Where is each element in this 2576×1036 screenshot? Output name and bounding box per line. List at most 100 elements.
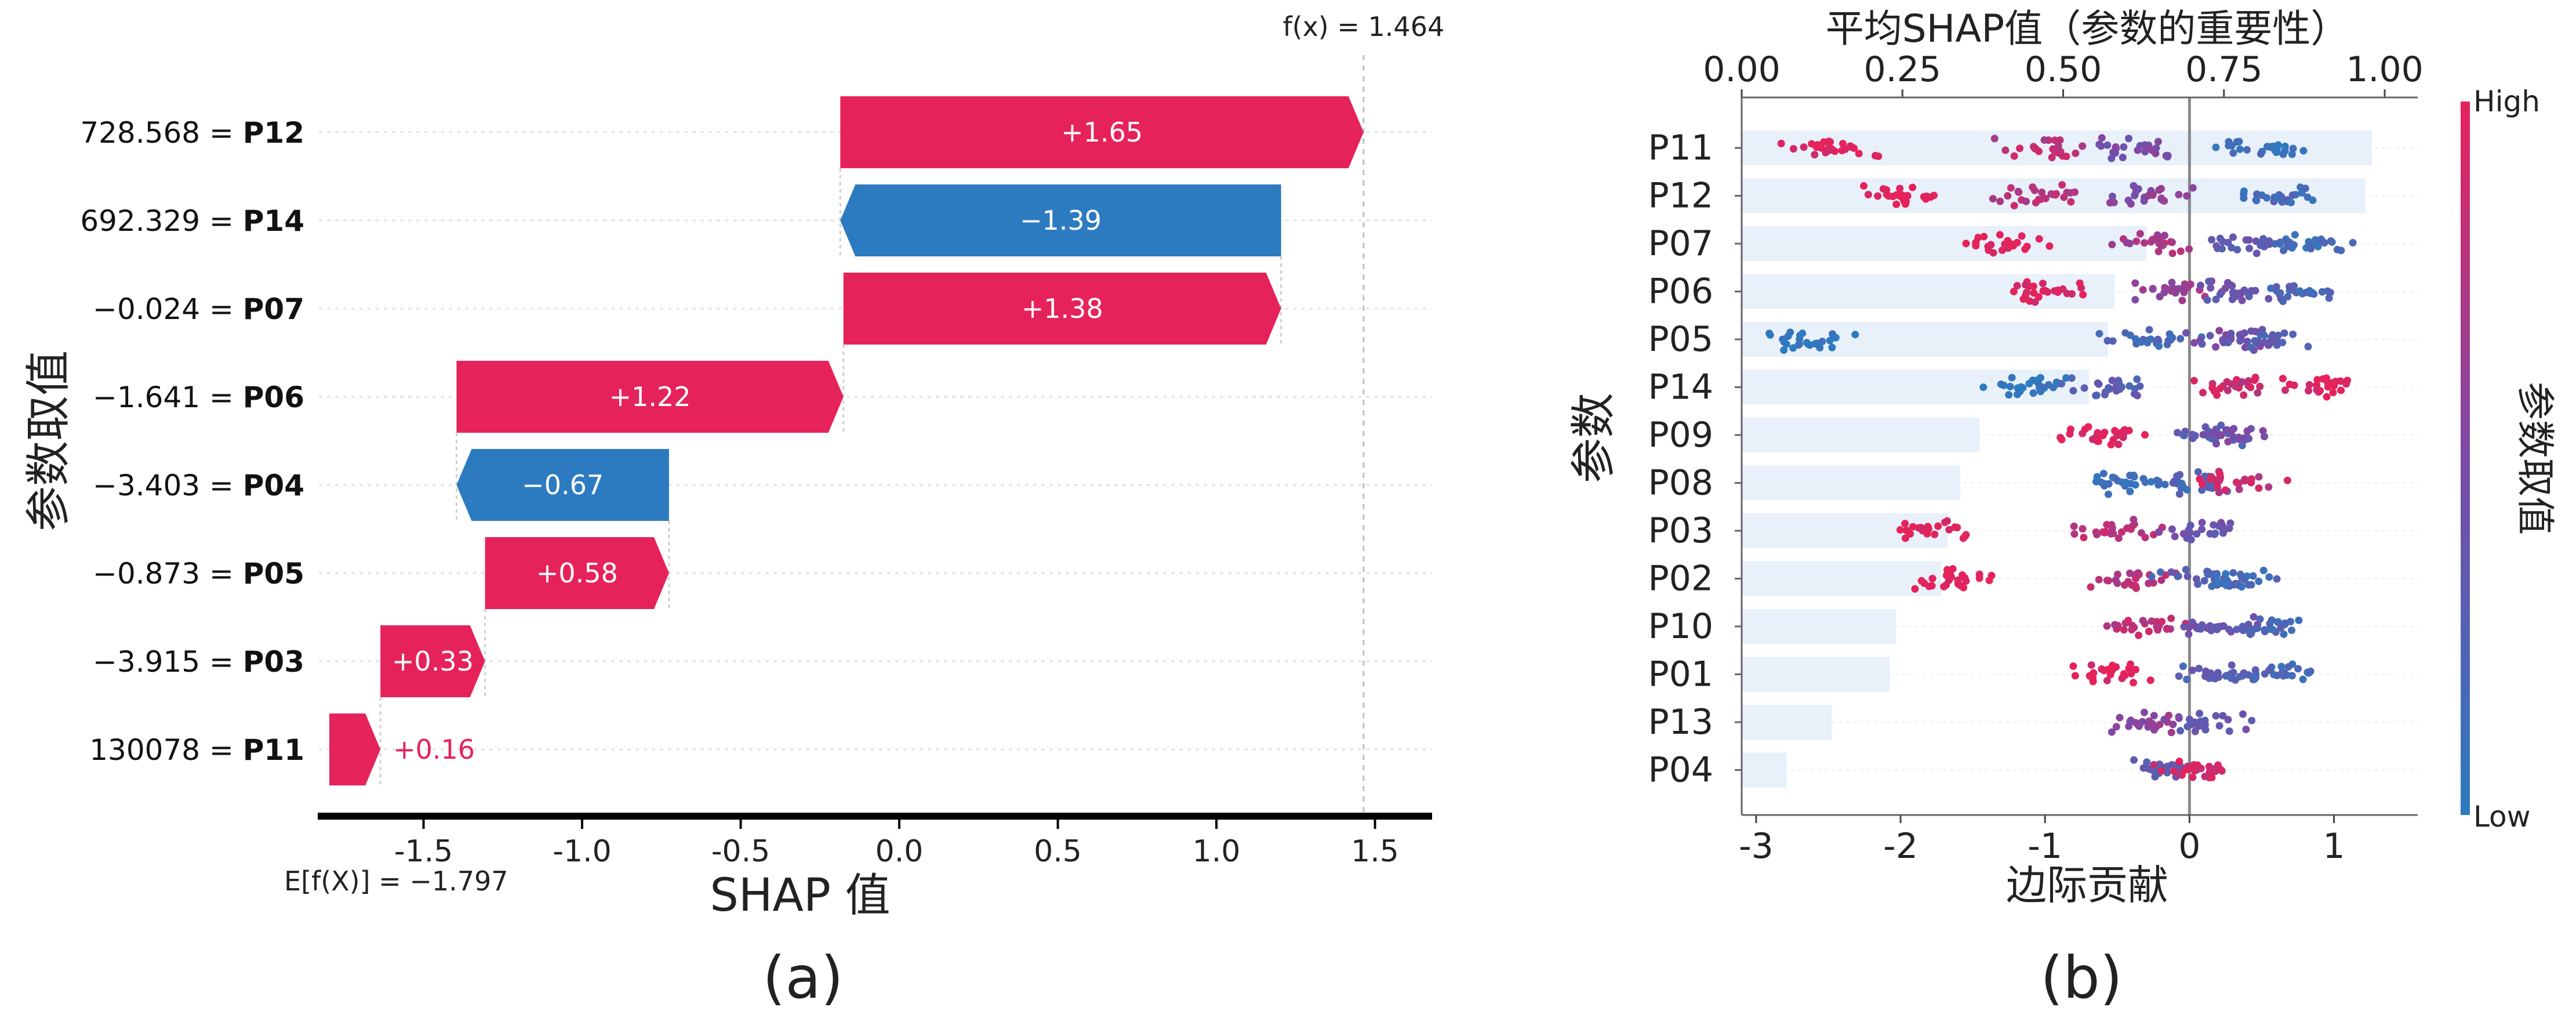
shap-dot: [1780, 346, 1788, 354]
feature-value-text: −0.024 =: [93, 292, 243, 326]
shap-dot: [2201, 423, 2210, 431]
shap-dot: [2279, 375, 2287, 383]
shap-dot: [2023, 242, 2031, 251]
top-tick-label: 0.00: [1703, 49, 1781, 90]
shap-dot: [2252, 249, 2261, 258]
shap-dot: [2103, 521, 2111, 529]
shap-dot: [2261, 433, 2269, 441]
shap-dot: [2229, 149, 2237, 157]
shap-dot: [1928, 582, 1936, 590]
shap-dot: [2212, 571, 2221, 579]
shap-dot: [2058, 181, 2066, 189]
shap-dot: [2236, 145, 2244, 153]
shap-dot: [2114, 440, 2123, 448]
shap-dot: [2156, 292, 2164, 300]
shap-dot: [2189, 666, 2197, 675]
shap-dot: [2213, 481, 2221, 490]
shap-dot: [2135, 631, 2143, 639]
shap-dot: [2154, 137, 2162, 146]
shap-dot: [2163, 625, 2171, 633]
shap-dot: [2299, 147, 2308, 155]
shap-dot: [2167, 238, 2175, 246]
shap-dot: [2146, 676, 2154, 684]
shap-dot: [2150, 712, 2158, 720]
shap-dot: [2070, 530, 2079, 538]
shap-dot: [1975, 574, 1983, 582]
shap-dot: [2235, 486, 2243, 494]
shap-dot: [2205, 277, 2213, 285]
shap-dot: [2108, 241, 2116, 249]
shap-dot: [2206, 332, 2214, 340]
shap-dot: [2128, 621, 2137, 629]
bar-value-label: −1.39: [1020, 205, 1102, 236]
shap-dot: [1892, 200, 1901, 208]
shap-dot: [2014, 187, 2022, 195]
shap-dot: [2198, 486, 2206, 494]
mean-shap-bar-P03: [1742, 513, 1948, 548]
shap-dot: [2103, 676, 2111, 684]
shap-dot: [2131, 191, 2139, 200]
beeswarm-frame: [1741, 96, 2418, 816]
shap-dot: [2097, 478, 2105, 486]
shap-dot: [2217, 432, 2225, 440]
shap-dot: [2255, 484, 2263, 492]
shap-dot: [2140, 708, 2148, 716]
shap-dot: [2164, 151, 2172, 160]
shap-dot: [2147, 238, 2155, 246]
shap-dot: [2060, 193, 2068, 201]
shap-dot: [2022, 281, 2030, 289]
shap-dot: [2010, 288, 2018, 296]
shap-dot: [1804, 340, 1812, 348]
shap-dot: [2258, 191, 2266, 199]
waterfall-bar-P12: [840, 96, 1364, 168]
feature-label: P13: [1648, 702, 1713, 742]
shap-dot: [2257, 150, 2265, 158]
shap-dot: [2208, 582, 2216, 591]
shap-dot: [2131, 279, 2139, 287]
shap-dot: [2130, 182, 2138, 190]
shap-dot: [2178, 480, 2186, 488]
shap-dot: [2126, 240, 2134, 248]
shap-dot: [2120, 670, 2128, 678]
shap-dot: [2149, 191, 2157, 199]
shap-dot: [2006, 382, 2014, 390]
shap-dot: [2039, 280, 2047, 288]
shap-dot: [2062, 374, 2070, 382]
shap-dot: [2038, 188, 2046, 196]
shap-dot: [2259, 566, 2268, 574]
feature-name-text: P05: [243, 557, 304, 591]
feature-name-text: P03: [243, 645, 304, 679]
shap-dot: [2206, 530, 2214, 538]
shap-dot: [2265, 295, 2273, 303]
shap-dot: [2113, 570, 2121, 578]
shap-dot: [1828, 343, 1836, 352]
shap-dot: [2239, 622, 2247, 631]
feature-label: P09: [1648, 415, 1713, 455]
shap-dot: [2139, 617, 2147, 625]
shap-dot: [2215, 327, 2223, 335]
shap-dot: [2095, 380, 2103, 388]
bar-value-label: +0.16: [393, 734, 475, 765]
shap-dot: [2126, 472, 2134, 480]
shap-dot: [1814, 141, 1822, 149]
top-tick-label: 0.50: [2025, 49, 2102, 90]
shap-dot: [2290, 381, 2298, 389]
x-tick-label: 0.5: [1034, 834, 1082, 869]
shap-dot: [1901, 200, 1909, 208]
shap-dot: [2194, 468, 2202, 476]
shap-dot: [2117, 528, 2126, 536]
shap-dot: [2186, 528, 2194, 537]
shap-dot: [1934, 522, 1942, 530]
shap-dot: [2183, 192, 2191, 200]
shap-dot: [2149, 285, 2157, 293]
shap-dot: [2104, 490, 2112, 498]
shap-dot: [2240, 187, 2248, 195]
waterfall-panel: f(x) = 1.464 +1.65 −1.39 +1.38 +1.22 −0.67 +0…: [23, 11, 1444, 1012]
shap-dot: [2029, 183, 2037, 191]
shap-dot: [2175, 758, 2183, 766]
shap-dot: [2305, 387, 2313, 395]
shap-dot: [2201, 726, 2210, 734]
shap-dot: [1765, 329, 1774, 338]
shap-dot: [2146, 335, 2154, 343]
shap-dot: [1962, 577, 1970, 585]
